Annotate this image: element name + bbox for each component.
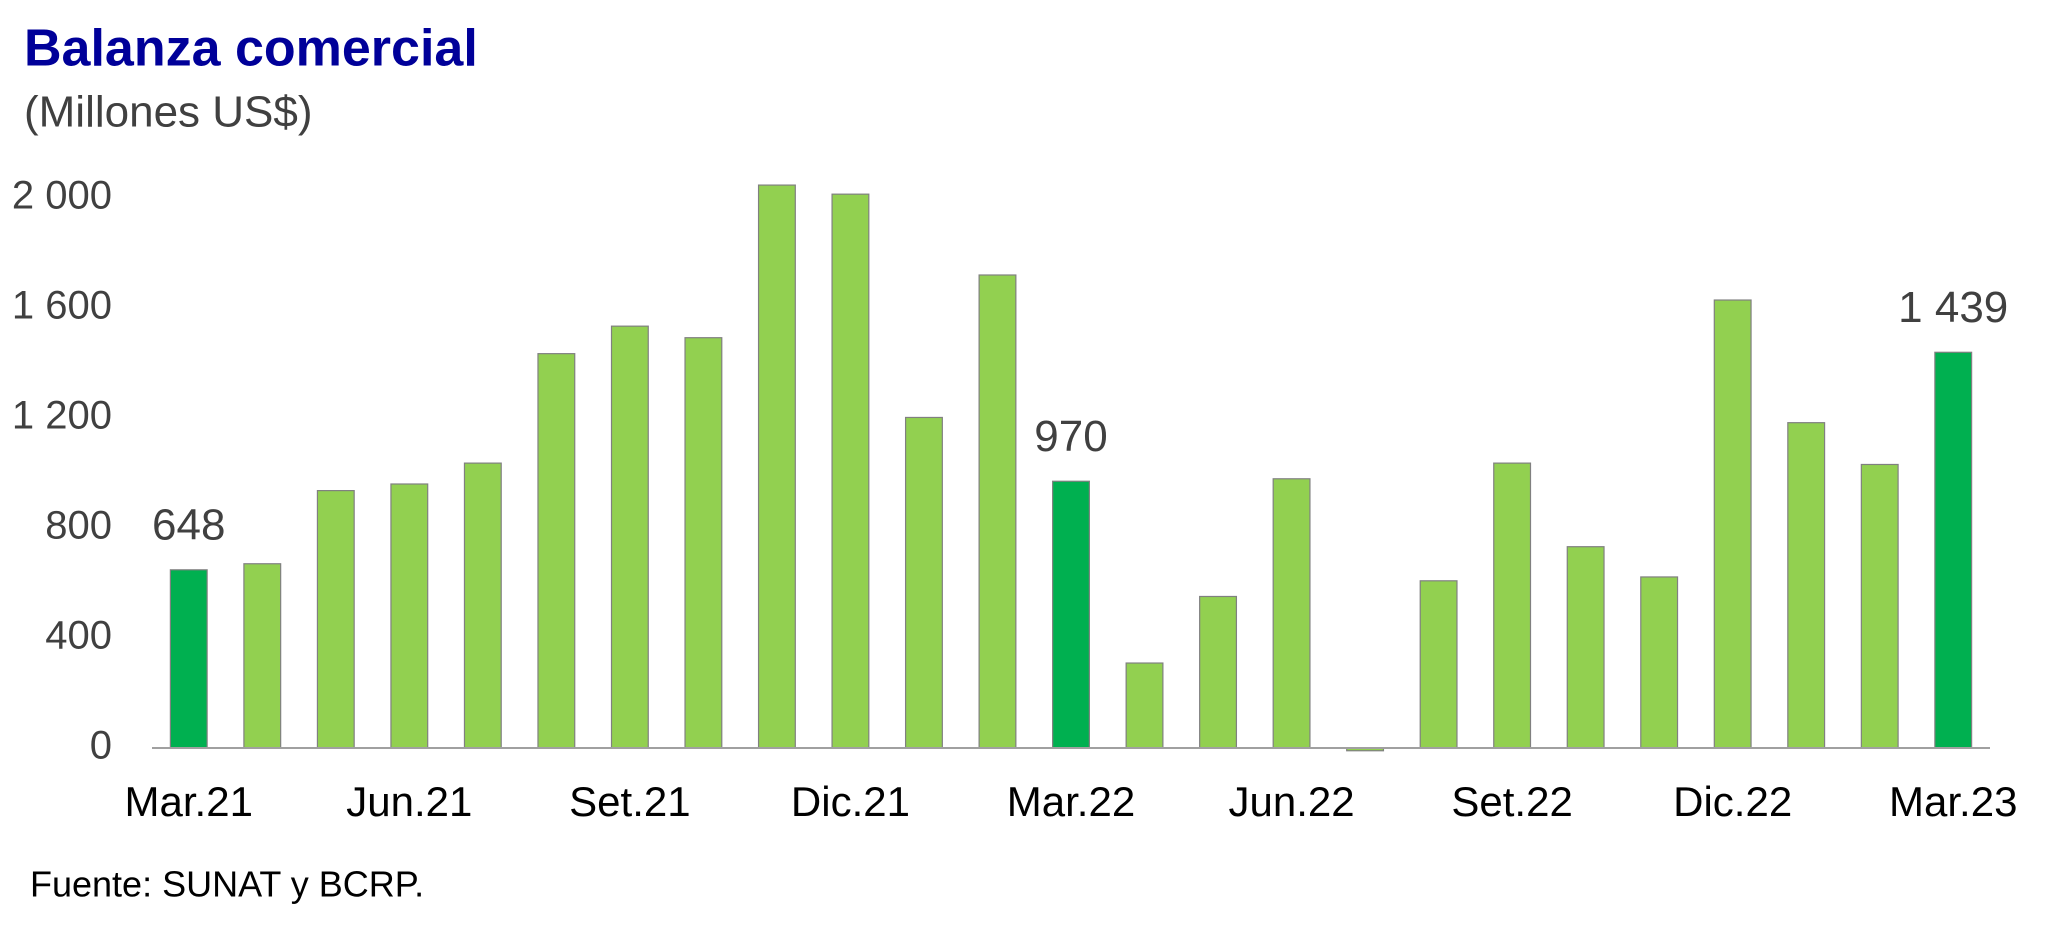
bar (243, 563, 282, 749)
bar (1419, 580, 1458, 749)
bar (610, 325, 649, 749)
y-tick-label: 1 200 (12, 394, 112, 438)
bar (1860, 463, 1899, 749)
bar (1125, 662, 1164, 749)
bar (831, 193, 870, 749)
y-tick-label: 1 600 (12, 284, 112, 328)
data-label: 970 (1034, 412, 1107, 461)
chart-title: Balanza comercial (24, 20, 478, 78)
x-tick-label: Dic.22 (1673, 778, 1792, 825)
bar (390, 483, 429, 749)
x-tick-label: Set.22 (1451, 778, 1572, 825)
bar (1640, 576, 1679, 749)
bar (1493, 462, 1532, 749)
x-tick-label: Mar.21 (125, 778, 253, 825)
x-tick-label: Jun.22 (1229, 778, 1355, 825)
bar (978, 274, 1017, 749)
bar (684, 337, 723, 749)
bar (537, 353, 576, 749)
bar (169, 569, 208, 749)
x-tick-label: Set.21 (569, 778, 690, 825)
x-tick-label: Mar.22 (1007, 778, 1135, 825)
x-tick-label: Mar.23 (1889, 778, 2017, 825)
bar (1787, 422, 1826, 749)
bar (757, 184, 796, 749)
y-tick-label: 800 (45, 504, 112, 548)
y-tick-label: 400 (45, 614, 112, 658)
y-tick-label: 2 000 (12, 174, 112, 218)
bar (1713, 299, 1752, 749)
chart-subtitle: (Millones US$) (24, 88, 313, 137)
bar (1566, 546, 1605, 749)
bar (1199, 595, 1238, 749)
x-tick-label: Dic.21 (791, 778, 910, 825)
y-tick-label: 0 (90, 724, 112, 768)
bar (1934, 351, 1973, 749)
x-tick-label: Jun.21 (346, 778, 472, 825)
bar (1052, 480, 1090, 749)
data-label: 648 (152, 500, 225, 549)
bar (904, 416, 943, 749)
data-label: 1 439 (1898, 283, 2008, 332)
bar (1272, 478, 1311, 749)
bar (316, 490, 355, 749)
bar (463, 462, 502, 749)
source-note: Fuente: SUNAT y BCRP. (30, 864, 424, 905)
